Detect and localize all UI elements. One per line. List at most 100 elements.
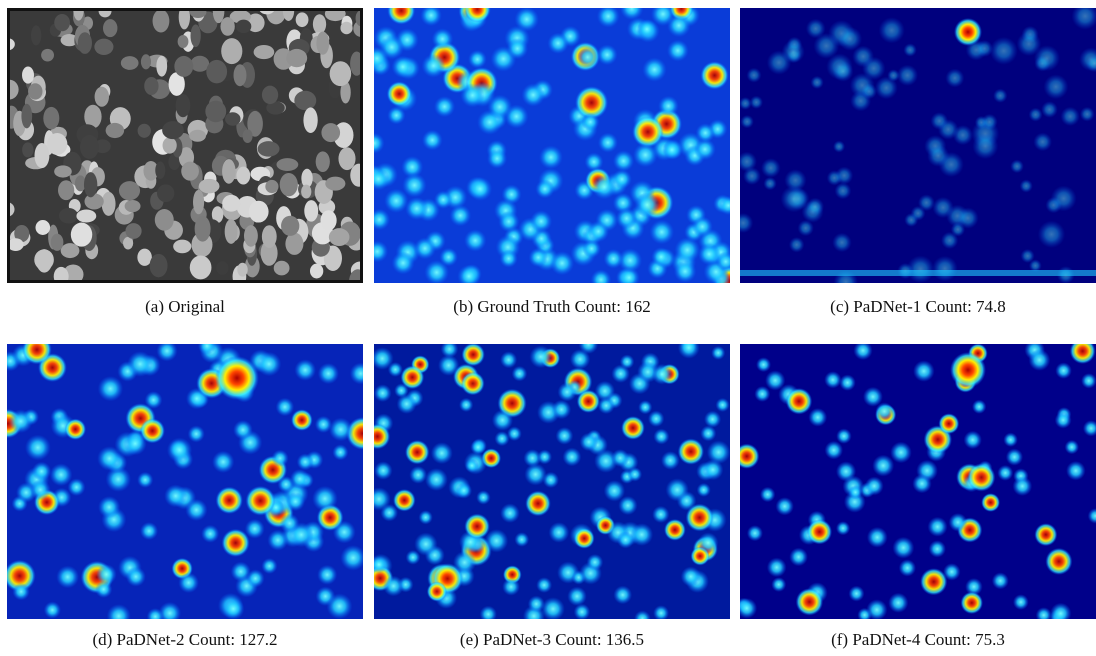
- density-blob: [950, 352, 986, 388]
- density-blob: [212, 451, 234, 473]
- head: [125, 223, 141, 239]
- head: [205, 101, 226, 123]
- density-blob: [567, 587, 586, 606]
- density-blob: [658, 96, 679, 117]
- density-blob: [512, 366, 528, 382]
- density-blob: [514, 532, 529, 547]
- density-blob: [836, 428, 851, 443]
- density-blob: [126, 567, 146, 587]
- density-blob: [581, 113, 599, 131]
- density-blob: [789, 237, 805, 253]
- density-blob: [422, 130, 443, 151]
- density-blob: [468, 50, 487, 69]
- density-blob: [30, 479, 51, 500]
- head: [76, 210, 96, 223]
- head: [34, 143, 49, 168]
- density-blob: [124, 432, 147, 455]
- head: [84, 172, 97, 197]
- density-blob: [461, 372, 485, 396]
- density-blob: [297, 453, 314, 470]
- head: [163, 137, 177, 153]
- density-blob: [954, 18, 982, 46]
- head: [258, 141, 280, 157]
- density-blob: [652, 506, 669, 523]
- head: [150, 254, 168, 277]
- density-blob: [137, 472, 153, 488]
- density-map: [374, 8, 730, 283]
- caption: (e) PaDNet-3 Count: 136.5: [374, 630, 730, 650]
- density-blob: [397, 394, 417, 414]
- density-blob: [638, 400, 652, 414]
- density-blob: [432, 28, 453, 49]
- head: [262, 86, 278, 104]
- density-blob: [494, 431, 509, 446]
- density-blob: [406, 550, 421, 565]
- density-blob: [434, 191, 452, 209]
- density-blob: [25, 435, 51, 461]
- density-blob: [246, 486, 276, 516]
- density-blob: [604, 249, 624, 269]
- density-blob: [500, 249, 518, 267]
- density-blob: [872, 455, 894, 477]
- density-blob: [140, 522, 158, 540]
- head: [303, 107, 317, 133]
- density-blob: [529, 248, 548, 267]
- head: [286, 49, 307, 67]
- head: [222, 159, 236, 184]
- density-blob: [903, 43, 916, 56]
- head: [123, 237, 133, 250]
- density-blob: [529, 345, 552, 368]
- density-blob: [492, 410, 513, 431]
- density-blob: [456, 482, 472, 498]
- density-blob: [892, 537, 914, 559]
- head: [36, 220, 51, 235]
- density-blob: [824, 371, 841, 388]
- head: [330, 61, 352, 86]
- density-blob: [613, 150, 634, 171]
- density-blob: [56, 566, 79, 589]
- density-blob: [938, 413, 959, 434]
- density-blob: [438, 355, 459, 376]
- density-blob: [747, 525, 763, 541]
- density-blob: [863, 387, 883, 407]
- head: [325, 177, 345, 191]
- density-blob: [188, 425, 205, 442]
- head: [262, 225, 277, 248]
- head: [191, 56, 210, 72]
- density-map: [740, 344, 1096, 619]
- density-blob: [400, 365, 424, 389]
- density-blob: [1013, 476, 1033, 496]
- head: [296, 12, 309, 27]
- density-blob: [661, 451, 680, 470]
- caption: (f) PaDNet-4 Count: 75.3: [740, 630, 1096, 650]
- head: [173, 240, 191, 254]
- density-blob: [431, 442, 453, 464]
- head: [301, 185, 311, 199]
- caption: (a) Original: [7, 297, 363, 317]
- head: [338, 147, 355, 170]
- density-blob: [535, 179, 554, 198]
- density-blob: [449, 205, 471, 227]
- density-blob: [280, 514, 300, 534]
- density-blob: [754, 386, 770, 402]
- head: [274, 261, 290, 276]
- head: [103, 19, 117, 37]
- head: [225, 112, 240, 125]
- density-blob: [750, 96, 763, 109]
- density-blob: [98, 496, 120, 518]
- density-blob: [667, 40, 689, 62]
- density-blob: [913, 360, 935, 382]
- density-blob: [522, 83, 545, 106]
- density-blob: [981, 493, 1000, 512]
- density-blob: [333, 521, 356, 544]
- head: [155, 162, 165, 180]
- density-blob: [201, 525, 219, 543]
- density-map: [7, 344, 363, 619]
- density-blob: [651, 247, 671, 267]
- density-blob: [215, 356, 259, 400]
- head: [156, 56, 167, 77]
- density-blob: [716, 398, 730, 412]
- density-blob: [1066, 461, 1085, 480]
- head: [41, 49, 54, 62]
- head: [199, 179, 220, 194]
